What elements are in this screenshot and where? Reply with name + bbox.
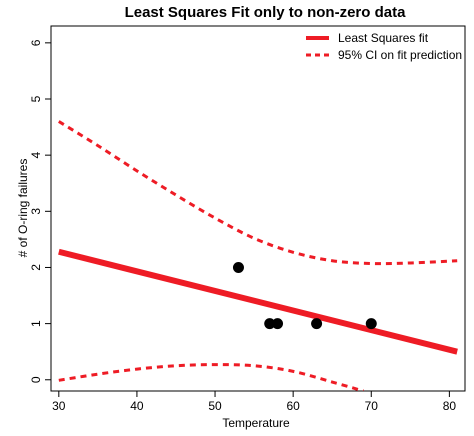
x-tick-label: 60 xyxy=(286,399,300,413)
y-tick-label: 2 xyxy=(29,264,43,271)
y-tick-label: 4 xyxy=(29,151,43,158)
ci-curve-2 xyxy=(58,363,364,391)
chart-title: Least Squares Fit only to non-zero data xyxy=(125,4,407,21)
data-point xyxy=(272,318,284,330)
data-points xyxy=(232,261,377,330)
data-point xyxy=(264,318,276,330)
x-tick-label: 50 xyxy=(208,399,222,413)
data-point xyxy=(365,318,377,330)
legend-label-ci: 95% CI on fit prediction xyxy=(338,48,462,62)
x-tick-label: 30 xyxy=(52,399,66,413)
y-tick-label: 5 xyxy=(29,95,43,102)
x-axis: 30 40 50 60 70 80 xyxy=(52,391,456,413)
x-tick-label: 80 xyxy=(443,399,457,413)
legend: Least Squares fit 95% CI on fit predicti… xyxy=(306,31,462,62)
legend-label-fit: Least Squares fit xyxy=(338,31,429,45)
ci-lines xyxy=(58,120,458,391)
y-tick-label: 0 xyxy=(29,376,43,383)
y-axis: 0 1 2 3 4 5 6 xyxy=(29,39,51,383)
x-axis-label: Temperature xyxy=(222,416,290,430)
fit-line xyxy=(58,248,458,355)
data-point xyxy=(311,318,323,330)
y-tick-label: 3 xyxy=(29,208,43,215)
data-point xyxy=(232,261,244,273)
fit-line-group xyxy=(58,248,458,355)
y-tick-label: 6 xyxy=(29,39,43,46)
x-tick-label: 40 xyxy=(130,399,144,413)
x-tick-label: 70 xyxy=(365,399,379,413)
y-tick-label: 1 xyxy=(29,320,43,327)
plot-frame xyxy=(50,25,466,392)
y-axis-label: # of O-ring failures xyxy=(16,159,30,258)
ci-curve-1 xyxy=(58,120,458,266)
